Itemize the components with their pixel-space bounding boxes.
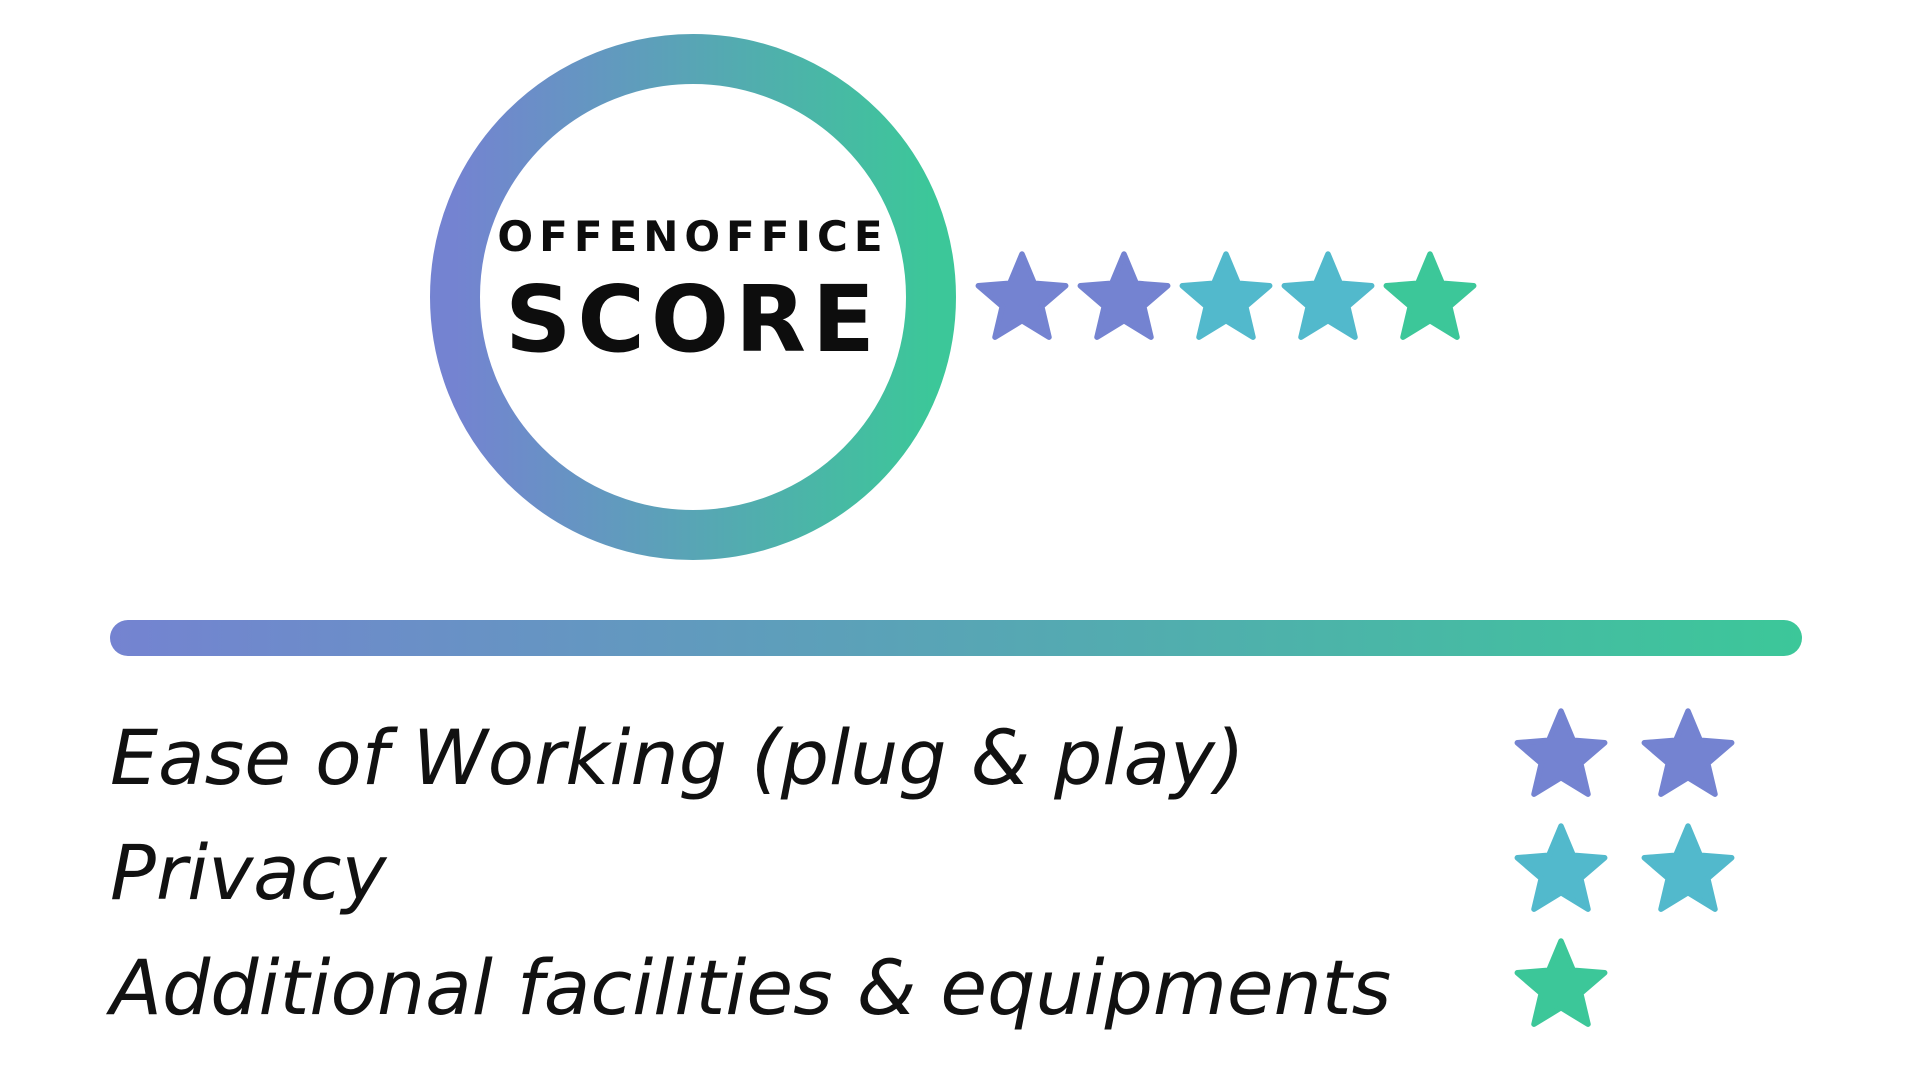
brand-name: OFFENOFFICE xyxy=(497,212,889,261)
star-icon xyxy=(1077,251,1171,340)
star-icon xyxy=(975,251,1069,340)
star-icon xyxy=(1514,938,1608,1027)
criteria-list: Ease of Working (plug & play) Privacy Ad… xyxy=(110,700,1810,1045)
overall-rating-stars xyxy=(975,251,1477,340)
criteria-label-ease: Ease of Working (plug & play) xyxy=(110,713,1245,802)
criteria-row-ease: Ease of Working (plug & play) xyxy=(110,700,1810,815)
star-icon xyxy=(1383,251,1477,340)
criteria-row-facilities: Additional facilities & equipments xyxy=(110,930,1810,1045)
star-icon xyxy=(1641,708,1735,797)
criteria-stars-facilities xyxy=(1514,938,1608,1027)
criteria-stars-privacy xyxy=(1514,823,1735,912)
criteria-row-privacy: Privacy xyxy=(110,815,1810,930)
score-title: SCORE xyxy=(505,266,881,373)
criteria-stars-ease xyxy=(1514,708,1735,797)
star-icon xyxy=(1514,708,1608,797)
criteria-label-facilities: Additional facilities & equipments xyxy=(110,943,1392,1032)
score-badge: OFFENOFFICE SCORE xyxy=(430,34,956,560)
star-icon xyxy=(1179,251,1273,340)
star-icon xyxy=(1281,251,1375,340)
star-icon xyxy=(1641,823,1735,912)
criteria-label-privacy: Privacy xyxy=(110,828,387,917)
star-icon xyxy=(1514,823,1608,912)
gradient-divider xyxy=(110,620,1802,656)
score-ring xyxy=(430,34,956,560)
